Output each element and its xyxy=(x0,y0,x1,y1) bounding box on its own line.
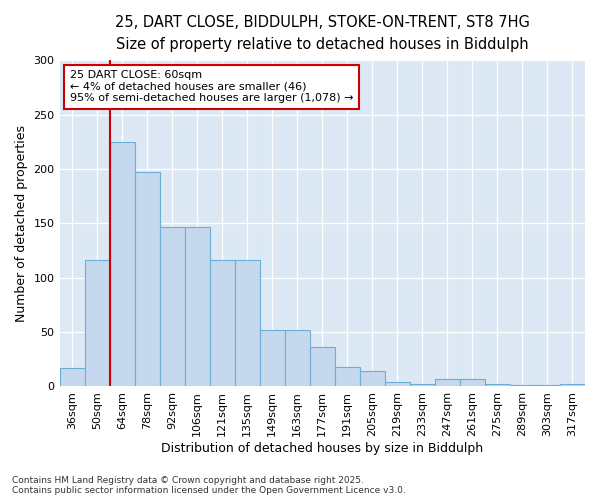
Bar xyxy=(85,260,110,386)
Bar xyxy=(460,379,485,386)
Bar xyxy=(209,260,235,386)
X-axis label: Distribution of detached houses by size in Biddulph: Distribution of detached houses by size … xyxy=(161,442,484,455)
Bar xyxy=(435,379,460,386)
Bar xyxy=(134,172,160,386)
Bar xyxy=(560,384,585,386)
Bar xyxy=(485,384,510,386)
Title: 25, DART CLOSE, BIDDULPH, STOKE-ON-TRENT, ST8 7HG
Size of property relative to d: 25, DART CLOSE, BIDDULPH, STOKE-ON-TRENT… xyxy=(115,15,530,52)
Text: Contains HM Land Registry data © Crown copyright and database right 2025.
Contai: Contains HM Land Registry data © Crown c… xyxy=(12,476,406,495)
Y-axis label: Number of detached properties: Number of detached properties xyxy=(15,125,28,322)
Bar xyxy=(285,330,310,386)
Bar xyxy=(385,382,410,386)
Text: 25 DART CLOSE: 60sqm
← 4% of detached houses are smaller (46)
95% of semi-detach: 25 DART CLOSE: 60sqm ← 4% of detached ho… xyxy=(70,70,353,103)
Bar xyxy=(260,330,285,386)
Bar xyxy=(310,348,335,387)
Bar xyxy=(110,142,134,386)
Bar xyxy=(185,226,209,386)
Bar xyxy=(335,367,360,386)
Bar xyxy=(360,371,385,386)
Bar xyxy=(235,260,260,386)
Bar xyxy=(59,368,85,386)
Bar xyxy=(160,226,185,386)
Bar xyxy=(410,384,435,386)
